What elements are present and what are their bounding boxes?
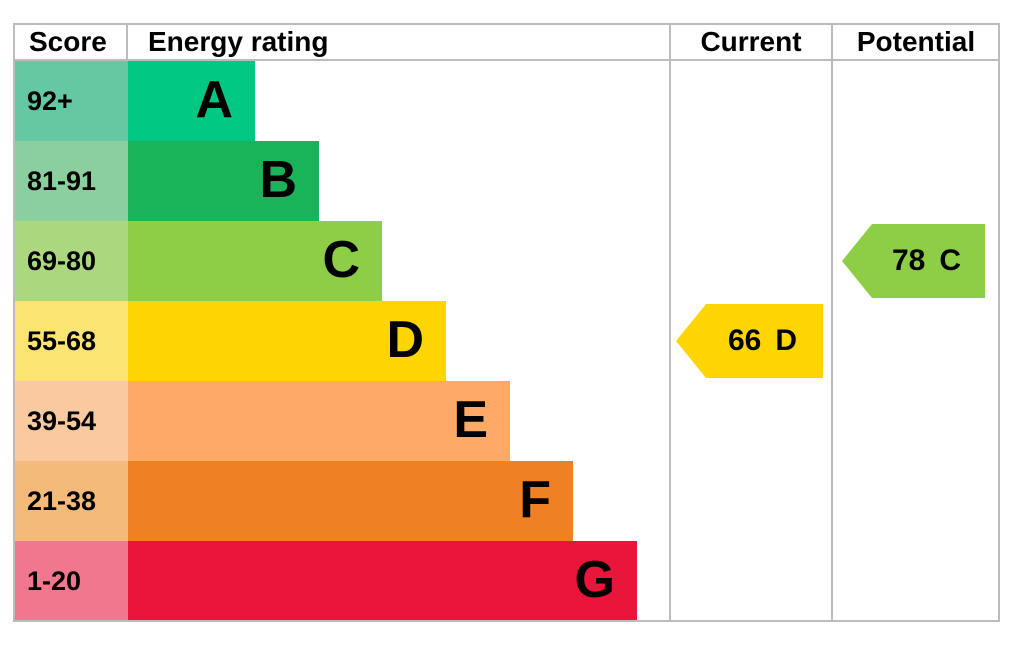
band-score-range: 81-91 — [15, 141, 128, 221]
current-column-border — [669, 23, 671, 622]
band-score-range: 21-38 — [15, 461, 128, 541]
header-bottom-border — [13, 59, 1000, 61]
current-rating-arrow: 66 D — [676, 304, 823, 378]
band-row: 39-54 E — [15, 381, 1000, 461]
table-right-border — [998, 23, 1000, 622]
potential-column-border — [831, 23, 833, 622]
band-row: 1-20 G — [15, 541, 1000, 621]
band-letter: B — [259, 151, 297, 209]
current-rating-value: 66 — [727, 324, 762, 357]
current-rating-letter: D — [775, 324, 798, 357]
band-letter: G — [574, 551, 615, 609]
band-bar: A — [128, 61, 255, 141]
band-bar: G — [128, 541, 637, 621]
header-energy-rating: Energy rating — [148, 26, 329, 57]
band-bar: E — [128, 381, 510, 461]
band-row: 55-68 D — [15, 301, 1000, 381]
band-letter: C — [322, 231, 360, 289]
band-bar: F — [128, 461, 573, 541]
table-left-border — [13, 23, 15, 622]
table-bottom-border — [13, 620, 1000, 622]
band-score-range: 69-80 — [15, 221, 128, 301]
band-letter: D — [386, 311, 424, 369]
potential-rating-value: 78 — [891, 244, 926, 277]
band-bar: B — [128, 141, 319, 221]
header-potential: Potential — [856, 26, 976, 57]
band-letter: A — [195, 71, 233, 129]
band-row: 81-91 B — [15, 141, 1000, 221]
bands-area: 92+ A 81-91 B 69-80 C 55-68 D 39-54 E 21… — [15, 61, 1000, 621]
band-letter: E — [453, 391, 488, 449]
band-row: 21-38 F — [15, 461, 1000, 541]
band-letter: F — [519, 471, 551, 529]
band-row: 69-80 C — [15, 221, 1000, 301]
band-row: 92+ A — [15, 61, 1000, 141]
score-column-header-border — [126, 23, 128, 61]
header-current: Current — [700, 26, 802, 57]
table-top-border — [13, 23, 1000, 25]
header-score: Score — [29, 26, 107, 57]
band-score-range: 39-54 — [15, 381, 128, 461]
band-bar: C — [128, 221, 382, 301]
potential-rating-letter: C — [939, 244, 962, 277]
band-score-range: 1-20 — [15, 541, 128, 621]
band-bar: D — [128, 301, 446, 381]
band-score-range: 55-68 — [15, 301, 128, 381]
band-score-range: 92+ — [15, 61, 128, 141]
potential-rating-arrow: 78 C — [842, 224, 985, 298]
